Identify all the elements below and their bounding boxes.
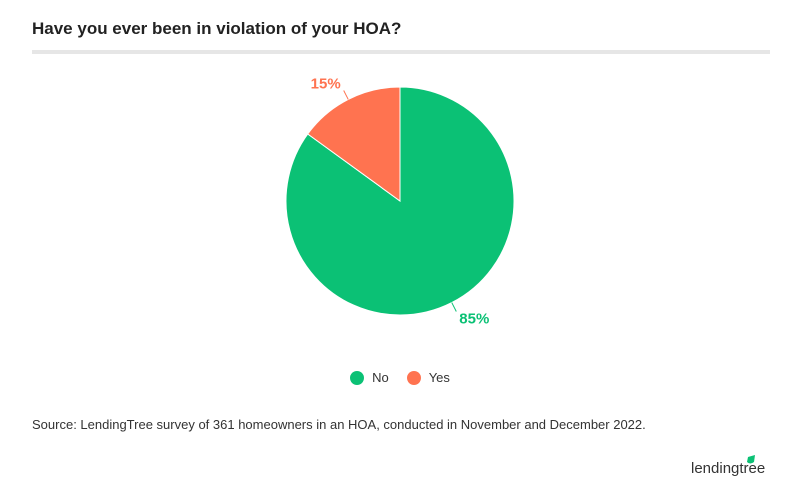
data-label-yes: 15% <box>311 76 341 93</box>
title-divider <box>32 50 770 54</box>
legend-label-yes: Yes <box>428 370 450 385</box>
pie-slice-no[interactable] <box>285 86 515 316</box>
data-label-no: 85% <box>459 310 489 327</box>
lendingtree-logo: lendingtree <box>691 455 765 477</box>
leader-line-no <box>451 302 457 312</box>
svg-text:lendingtree: lendingtree <box>691 460 765 477</box>
legend-item-no[interactable]: No <box>350 370 389 385</box>
legend: No Yes <box>0 370 800 385</box>
chart-title: Have you ever been in violation of your … <box>32 19 402 38</box>
source-note: Source: LendingTree survey of 361 homeow… <box>32 417 646 432</box>
legend-item-yes[interactable]: Yes <box>406 370 450 385</box>
legend-swatch-yes <box>406 370 421 385</box>
leader-line-yes <box>343 90 349 100</box>
legend-swatch-no <box>350 370 365 385</box>
pie-slice-yes[interactable] <box>307 86 401 202</box>
legend-label-no: No <box>372 370 389 385</box>
